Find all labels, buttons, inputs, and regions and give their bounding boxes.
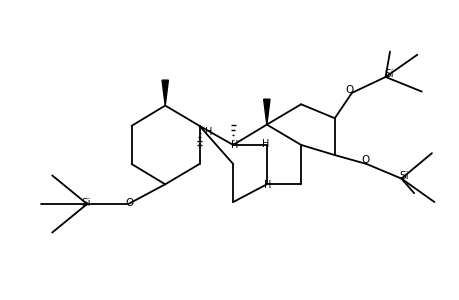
Text: H: H xyxy=(230,140,238,150)
Text: Si: Si xyxy=(383,69,393,79)
Text: Si: Si xyxy=(82,198,91,208)
Text: Si: Si xyxy=(398,171,408,181)
Polygon shape xyxy=(263,99,269,124)
Polygon shape xyxy=(162,80,168,106)
Text: H: H xyxy=(263,180,270,190)
Text: O: O xyxy=(345,85,353,95)
Text: H: H xyxy=(261,139,269,148)
Text: H: H xyxy=(205,127,212,137)
Text: O: O xyxy=(125,198,133,208)
Text: O: O xyxy=(360,155,369,165)
